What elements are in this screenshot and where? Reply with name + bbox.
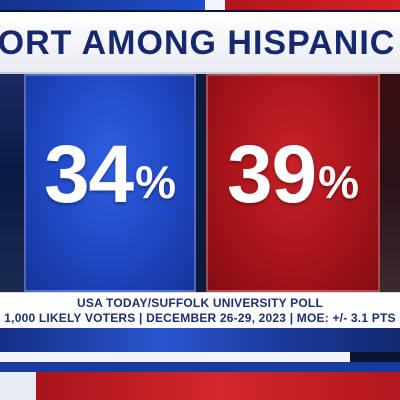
bottom-white-band [0, 352, 350, 362]
top-blue-stripe [0, 0, 205, 10]
headline-title: PORT AMONG HISPANIC VO [0, 24, 400, 62]
percentage-value-blue: 34 [43, 129, 134, 220]
source-caption: USA TODAY/SUFFOLK UNIVERSITY POLL 1,000 … [0, 292, 400, 329]
source-poll-details: 1,000 LIKELY VOTERS | DECEMBER 26-29, 20… [4, 311, 396, 325]
result-panel-blue: 34% [24, 74, 196, 292]
candidate-photo-left [0, 74, 24, 292]
top-white-gap [205, 0, 225, 10]
percent-sign-blue: % [135, 156, 177, 208]
percentage-red: 39% [208, 134, 378, 216]
top-red-stripe [225, 0, 400, 10]
bottom-white-block [0, 372, 36, 400]
result-panel-red: 39% [206, 74, 380, 292]
bottom-red-band [36, 372, 400, 400]
bottom-blue-thin-band [0, 362, 400, 372]
percentage-blue: 34% [26, 134, 194, 216]
bottom-blue-band [0, 328, 400, 352]
source-poll-name: USA TODAY/SUFFOLK UNIVERSITY POLL [77, 296, 323, 310]
candidate-photo-right [380, 74, 400, 292]
percentage-value-red: 39 [226, 129, 317, 220]
results-area: 34% 39% [0, 74, 400, 292]
percent-sign-red: % [318, 156, 360, 208]
bottom-decorative-stripes [0, 328, 400, 400]
headline-banner: PORT AMONG HISPANIC VO [0, 12, 400, 74]
